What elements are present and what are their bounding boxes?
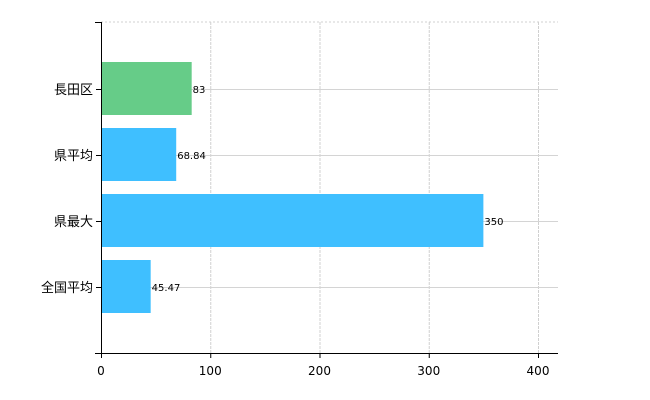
data-label: 45.47	[152, 283, 181, 294]
x-tick-label: 0	[97, 364, 105, 378]
x-tick-label: 400	[527, 364, 550, 378]
category-label: 長田区	[54, 83, 93, 98]
bar	[101, 260, 151, 313]
bar	[101, 128, 177, 181]
x-tick-label: 300	[417, 364, 440, 378]
x-tick-label: 100	[199, 364, 222, 378]
data-label: 350	[484, 217, 503, 228]
data-label: 83	[193, 85, 206, 96]
category-label: 県平均	[54, 149, 93, 164]
data-label: 68.84	[177, 151, 206, 162]
bar	[101, 62, 192, 115]
bar	[101, 194, 484, 247]
x-tick-label: 200	[308, 364, 331, 378]
category-label: 全国平均	[41, 280, 93, 296]
category-label: 県最大	[54, 215, 93, 230]
